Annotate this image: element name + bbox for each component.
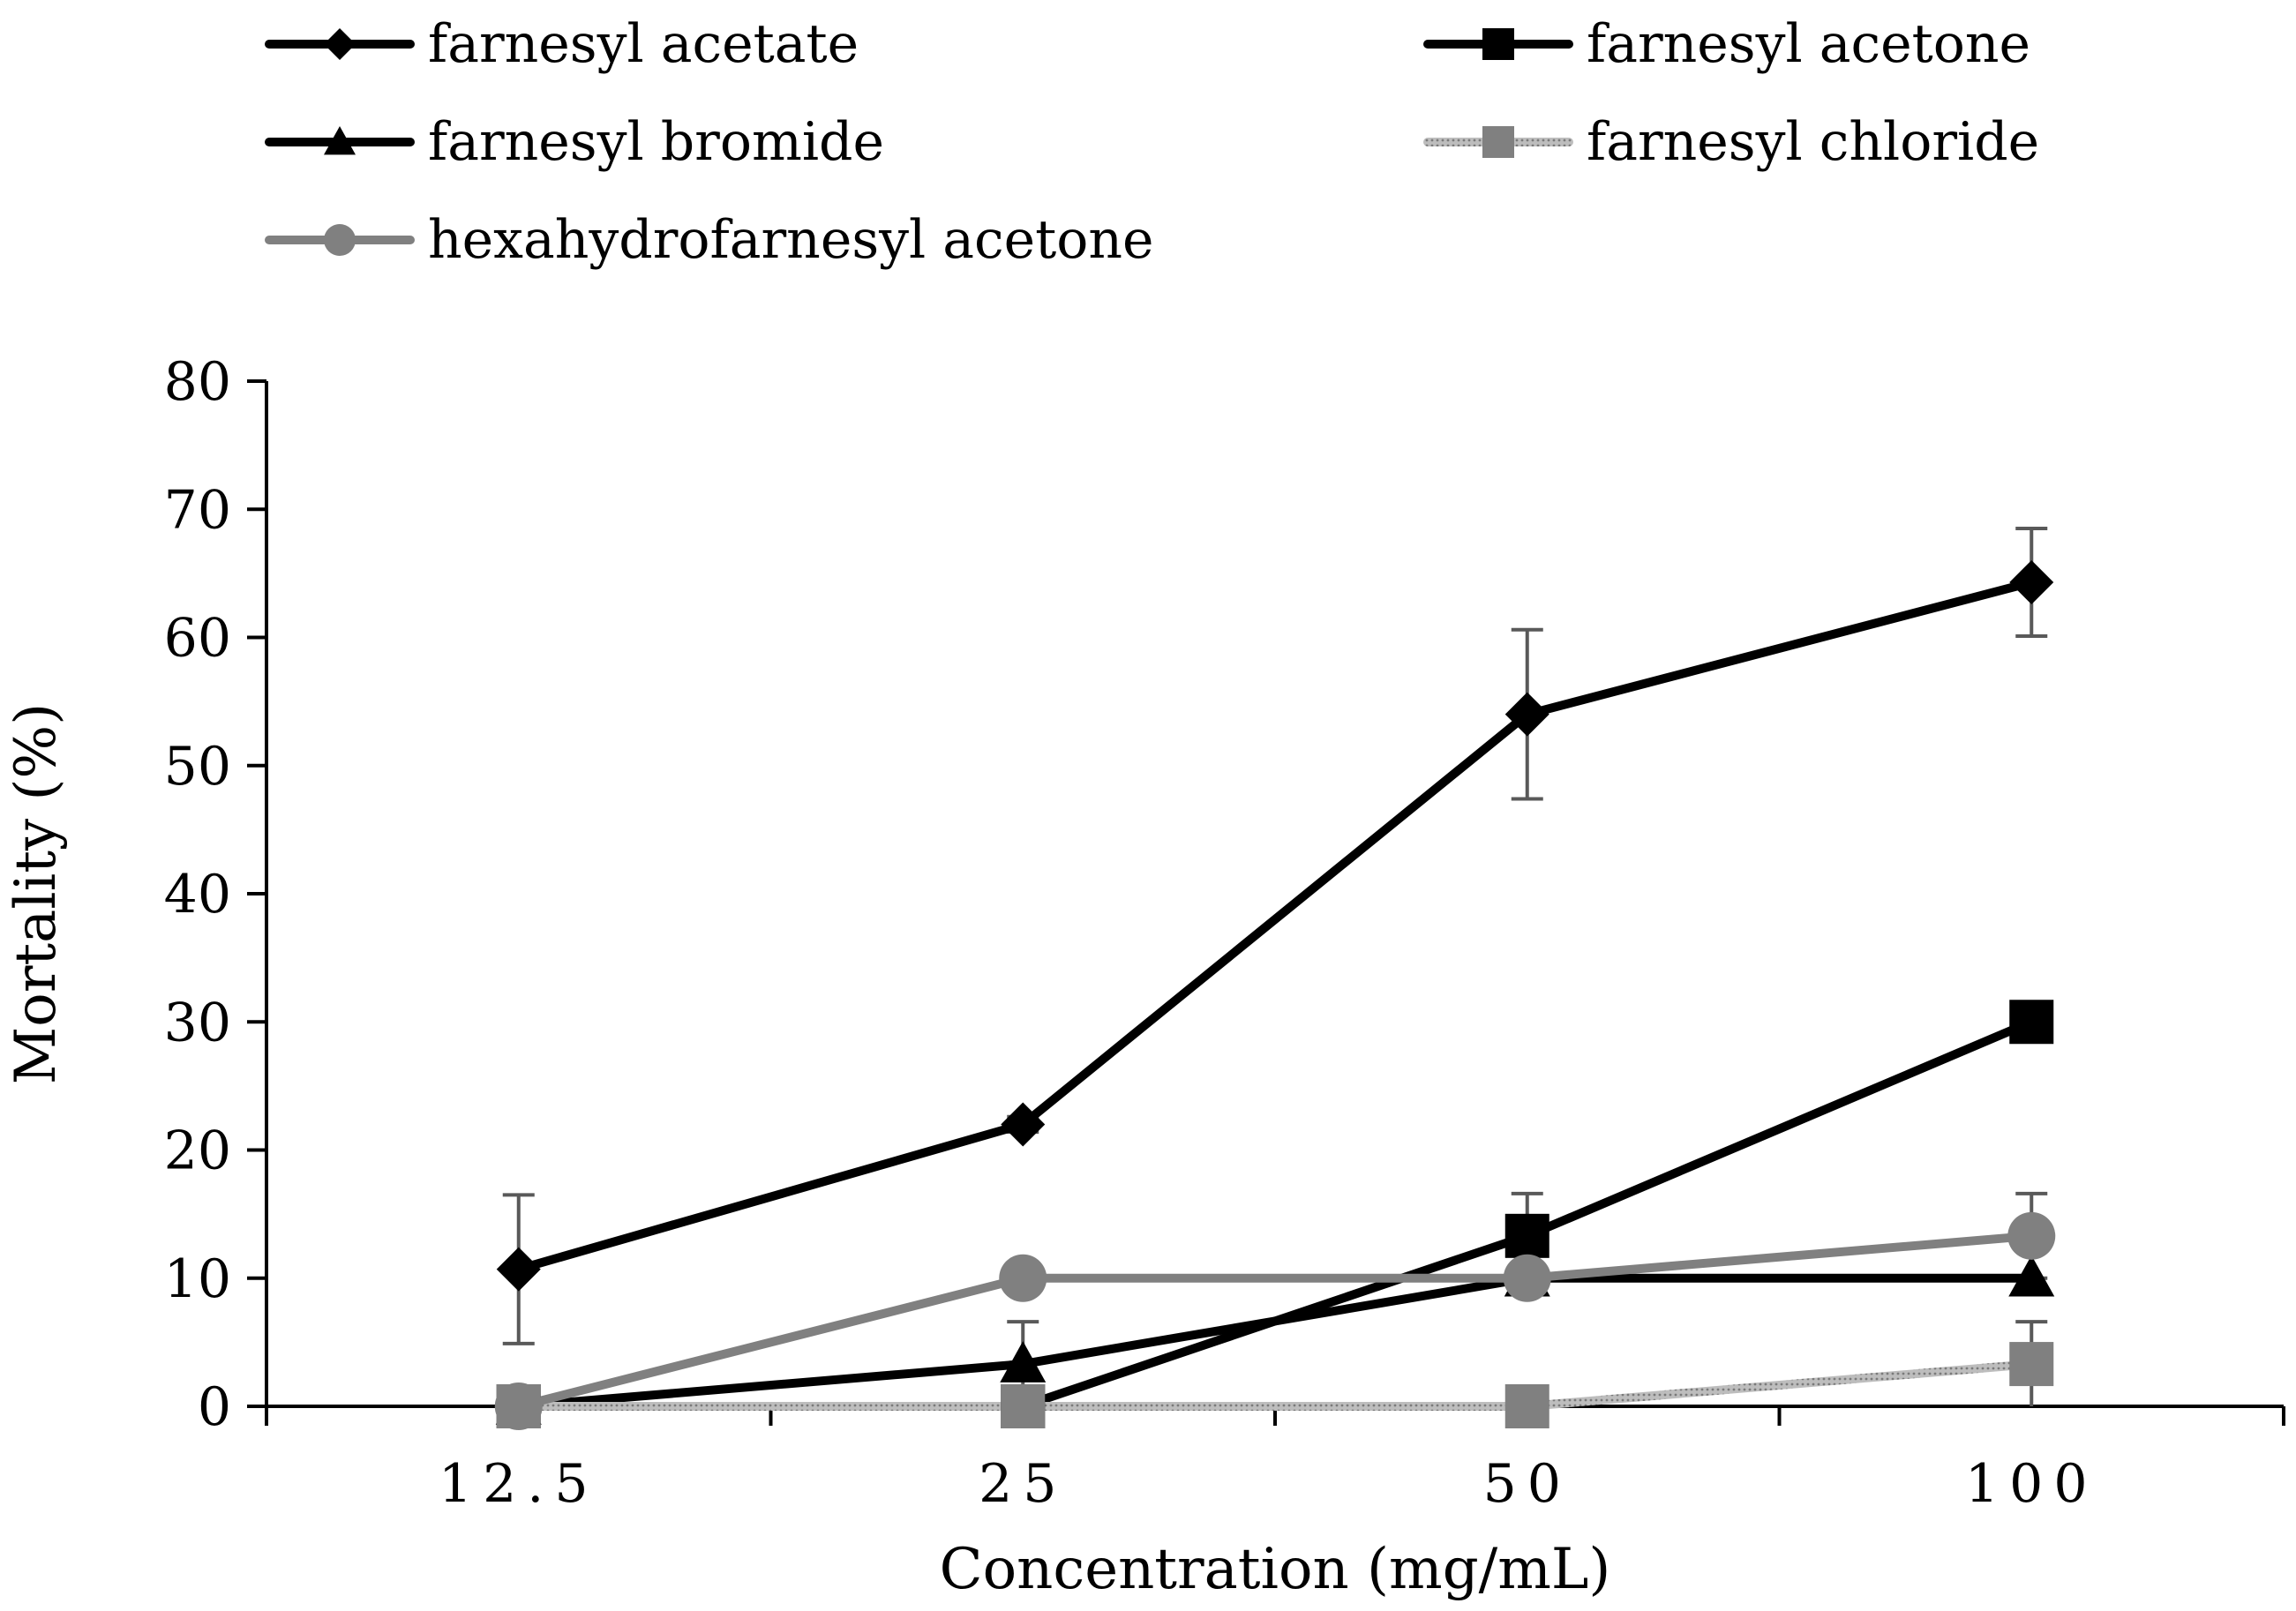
legend-label: farnesyl acetate xyxy=(428,13,859,75)
data-point xyxy=(2009,1342,2054,1387)
x-ticks: 12.5 25 50 100 xyxy=(265,1406,2285,1515)
x-tick-label: 50 xyxy=(1483,1453,1572,1515)
legend-item-farnesyl-acetate: farnesyl acetate xyxy=(265,13,859,75)
legend-label: farnesyl chloride xyxy=(1587,111,2039,173)
data-point xyxy=(1001,1384,1046,1428)
series-line xyxy=(514,1273,2037,1411)
data-point xyxy=(1504,692,1549,737)
legend-label: farnesyl bromide xyxy=(428,111,884,173)
legend-label: farnesyl acetone xyxy=(1587,13,2030,75)
legend-item-hexahydrofarnesyl-acetone: hexahydrofarnesyl acetone xyxy=(265,209,1154,271)
data-point xyxy=(2009,560,2054,605)
y-tick-label: 70 xyxy=(164,479,231,541)
data-point xyxy=(1000,1341,1047,1382)
legend-swatch xyxy=(1423,126,1573,158)
data-point xyxy=(494,1382,543,1430)
legend-label: hexahydrofarnesyl acetone xyxy=(428,209,1154,271)
data-point xyxy=(1504,1213,1549,1258)
legend-swatch xyxy=(265,28,415,60)
legend-item-farnesyl-acetone: farnesyl acetone xyxy=(1423,13,2030,75)
data-point xyxy=(1504,1384,1549,1428)
legend-marker xyxy=(1482,126,1514,158)
legend-marker xyxy=(324,28,356,60)
legend: farnesyl acetate farnesyl acetone farnes… xyxy=(265,13,2039,271)
data-point xyxy=(2009,1000,2054,1045)
x-tick-label: 12.5 xyxy=(439,1453,599,1515)
series-line xyxy=(514,1360,2037,1411)
series-line xyxy=(514,578,2037,1274)
x-tick-label: 100 xyxy=(1965,1453,2098,1515)
series-markers xyxy=(494,560,2056,1430)
y-tick-label: 60 xyxy=(164,608,231,670)
legend-marker xyxy=(324,126,356,155)
series-lines xyxy=(514,578,2037,1411)
y-tick-label: 20 xyxy=(164,1120,231,1182)
data-point xyxy=(1503,1254,1551,1302)
y-tick-label: 80 xyxy=(164,351,231,413)
legend-swatch xyxy=(265,126,415,155)
y-tick-label: 40 xyxy=(164,864,231,925)
legend-item-farnesyl-bromide: farnesyl bromide xyxy=(265,111,884,173)
data-point xyxy=(2008,1255,2055,1297)
series-line xyxy=(514,1231,2037,1411)
data-point xyxy=(999,1254,1047,1302)
legend-marker xyxy=(1482,28,1514,60)
legend-swatch xyxy=(1423,28,1573,60)
y-axis-label: Mortality (%) xyxy=(4,703,69,1084)
y-tick-label: 50 xyxy=(164,736,231,798)
y-tick-label: 30 xyxy=(164,992,231,1053)
data-point xyxy=(496,1247,541,1292)
legend-swatch xyxy=(265,224,415,256)
data-point xyxy=(2007,1211,2056,1260)
data-point xyxy=(1001,1102,1046,1147)
legend-marker xyxy=(324,224,356,256)
legend-item-farnesyl-chloride: farnesyl chloride xyxy=(1423,111,2039,173)
x-tick-label: 25 xyxy=(979,1453,1067,1515)
y-tick-label: 10 xyxy=(164,1248,231,1310)
y-ticks: 0 10 20 30 40 50 60 70 80 xyxy=(164,351,266,1438)
x-axis-label: Concentration (mg/mL) xyxy=(940,1537,1611,1602)
y-tick-label: 0 xyxy=(198,1376,231,1438)
